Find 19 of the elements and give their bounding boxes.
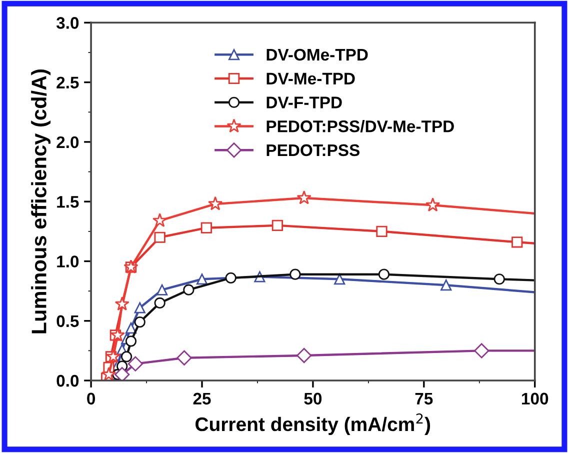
legend-label: DV-F-TPD [266,96,342,108]
x-tick-label: 50 [304,392,322,405]
y-tick-label: 2.0 [56,136,79,148]
legend-label: PEDOT:PSS/DV-Me-TPD [266,120,454,132]
legend-label: DV-OMe-TPD [266,48,368,61]
y-tick-label: 0.5 [56,315,79,328]
x-tick-label: 25 [193,392,211,405]
y-tick-label: 2.5 [56,76,79,88]
y-axis-title: Luminous efficiency (cd/A) [31,69,51,334]
x-tick-label: 75 [415,392,433,405]
x-axis-title: Current density (mA/cm$^{2}$) [196,413,430,435]
legend-label: DV-Me-TPD [266,72,355,84]
x-tick-label: 0 [87,392,95,405]
y-tick-label: 1.5 [57,196,79,208]
y-tick-label: 1.0 [57,256,79,268]
y-tick-label: 3.0 [56,17,79,29]
y-tick-label: 0.0 [56,374,79,387]
x-tick-label: 100 [522,392,548,405]
legend-label: PEDOT:PSS [266,144,360,156]
